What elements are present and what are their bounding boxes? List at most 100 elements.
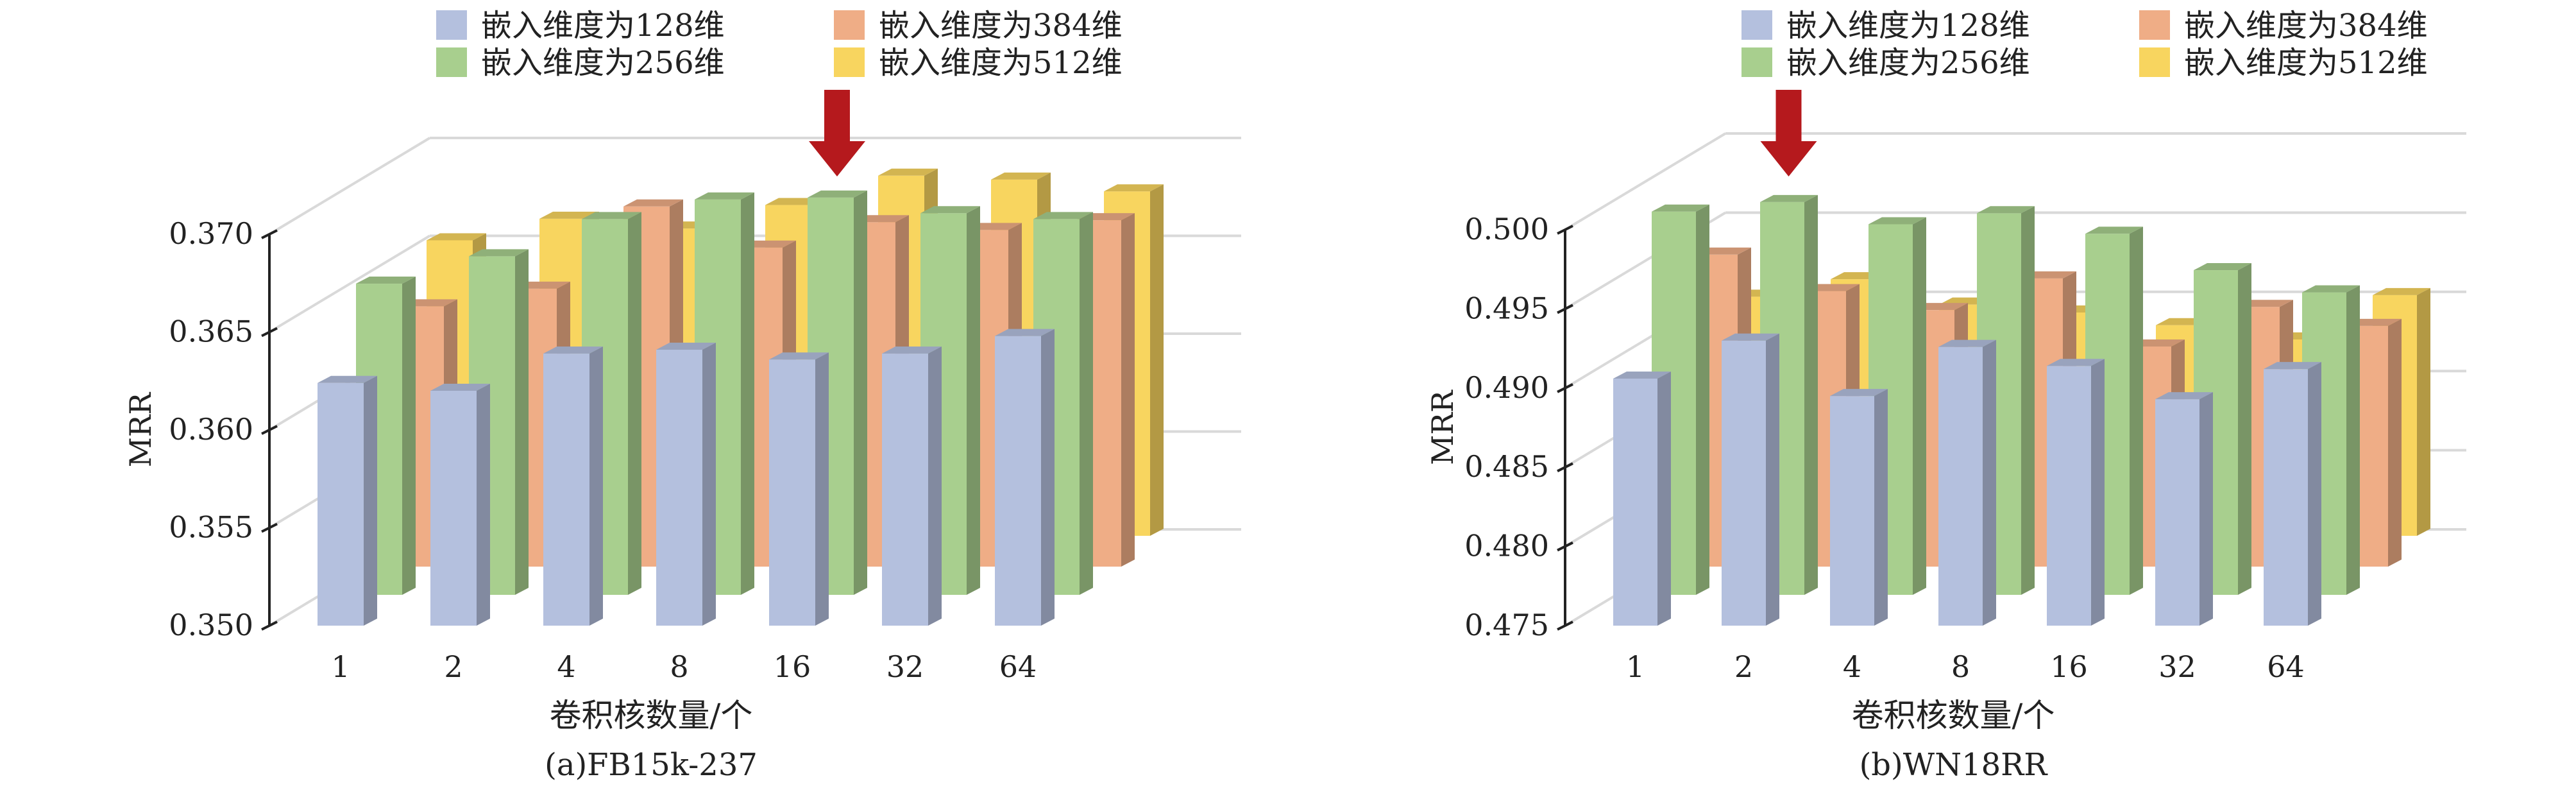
x-tick-label: 8 — [1951, 649, 1970, 684]
y-axis: 0.370 0.365 0.360 0.355 0.350 1 2 4 8 16 32 64 — [169, 216, 1037, 684]
grid-line-diagonal — [268, 234, 431, 334]
y-tick-label: 0.350 — [169, 608, 253, 642]
arrow-icon — [809, 90, 865, 176]
bar-front — [318, 382, 364, 626]
legend-label: 嵌入维度为256维 — [481, 45, 725, 81]
y-tick-label: 0.365 — [169, 314, 253, 349]
y-tick-mark — [1557, 225, 1573, 235]
bar-side — [1696, 204, 1709, 595]
bar-side — [364, 375, 377, 626]
y-tick-mark — [1557, 383, 1573, 393]
bar-top — [991, 172, 1051, 180]
x-tick-label: 32 — [886, 649, 924, 684]
y-axis-label: MRR — [123, 391, 158, 467]
bar-front — [995, 336, 1041, 626]
bar-s128-16 — [2047, 359, 2105, 626]
bar-side — [589, 347, 603, 626]
legend-swatch — [834, 10, 865, 40]
highlight-arrow — [809, 90, 865, 176]
bar-side — [402, 277, 416, 595]
bar-top — [427, 233, 486, 241]
y-tick-mark — [261, 327, 278, 338]
grid-line-diagonal — [268, 137, 431, 236]
bar-top — [623, 199, 683, 207]
y-axis: 0.500 0.495 0.490 0.485 0.480 0.475 1 2 4 8 16 32 64 — [1464, 212, 2304, 684]
bar-top — [769, 352, 829, 360]
chart-caption: (b)WN18RR — [1860, 747, 2049, 783]
bar-side — [477, 384, 490, 626]
bar-side — [2021, 206, 2035, 595]
x-tick-label: 1 — [331, 649, 350, 684]
bar-side — [515, 249, 529, 595]
y-tick-label: 0.360 — [169, 412, 253, 447]
bar-s128-64 — [2264, 362, 2321, 626]
arrow-icon — [1760, 90, 1817, 176]
bar-front — [1830, 396, 1874, 626]
legend-swatch — [436, 10, 467, 40]
bar-top — [1722, 333, 1779, 341]
bar-top — [582, 212, 641, 219]
bar-top — [1830, 389, 1888, 397]
legend-label: 嵌入维度为512维 — [879, 45, 1123, 81]
bar-side — [1913, 217, 1926, 595]
y-tick-label: 0.490 — [1464, 370, 1549, 405]
y-tick-mark — [261, 425, 278, 435]
bar-top — [1652, 204, 1709, 212]
bar-s128-32 — [882, 347, 942, 626]
bar-top — [469, 249, 529, 257]
x-tick-label: 16 — [774, 649, 811, 684]
bar-front — [430, 391, 477, 626]
bar-top — [995, 329, 1055, 336]
x-tick-label: 4 — [1843, 649, 1861, 684]
y-tick-mark — [1557, 462, 1573, 472]
bar-top — [2194, 263, 2251, 271]
bar-side — [2346, 285, 2360, 595]
legend-label: 嵌入维度为128维 — [1786, 8, 2030, 44]
bar-s128-4 — [543, 347, 603, 626]
legend-swatch — [1741, 10, 1772, 40]
x-tick-label: 8 — [670, 649, 688, 684]
bar-side — [2417, 287, 2430, 536]
bar-s128-8 — [656, 342, 716, 626]
bar-side — [741, 192, 754, 595]
x-tick-label: 4 — [557, 649, 575, 684]
chart-panel-fb15k-237: 0.370 0.365 0.360 0.355 0.350 1 2 4 8 16 32 64 嵌入维度… — [123, 8, 1241, 783]
x-axis-label: 卷积核数量/个 — [1852, 697, 2055, 734]
legend-swatch — [834, 47, 865, 77]
legend-label: 嵌入维度为384维 — [879, 8, 1123, 44]
bar-side — [1983, 339, 1996, 626]
bar-side — [2238, 263, 2251, 595]
y-tick-mark — [1557, 621, 1573, 631]
y-tick-mark — [1557, 304, 1573, 314]
bar-front — [2264, 369, 2308, 626]
legend-label: 嵌入维度为512维 — [2184, 45, 2428, 81]
bar-s128-1 — [318, 375, 377, 626]
bar-top — [1938, 339, 1996, 347]
bar-top — [430, 384, 490, 391]
bar-front — [1722, 340, 1766, 626]
bar-side — [967, 206, 980, 595]
bar-top — [543, 347, 603, 354]
bar-s128-2 — [430, 384, 490, 626]
x-tick-label: 64 — [2267, 649, 2305, 684]
bar-side — [1766, 333, 1779, 626]
bar-side — [2199, 392, 2213, 626]
bar-front — [1938, 347, 1983, 626]
y-tick-mark — [261, 229, 278, 239]
legend-swatch — [2139, 47, 2170, 77]
bar-top — [1104, 184, 1164, 192]
grid-line-diagonal — [1564, 132, 1727, 231]
bar-side — [928, 347, 942, 626]
bar-front — [2047, 366, 2091, 626]
bar-s128-4 — [1830, 389, 1888, 626]
bar-top — [882, 347, 942, 354]
legend-label: 嵌入维度为256维 — [1786, 45, 2030, 81]
x-tick-label: 2 — [1734, 649, 1753, 684]
bar-top — [356, 277, 416, 284]
bar-side — [1804, 194, 1818, 595]
highlight-arrow — [1760, 90, 1817, 176]
bars — [318, 168, 1164, 626]
bar-side — [1080, 212, 1093, 595]
